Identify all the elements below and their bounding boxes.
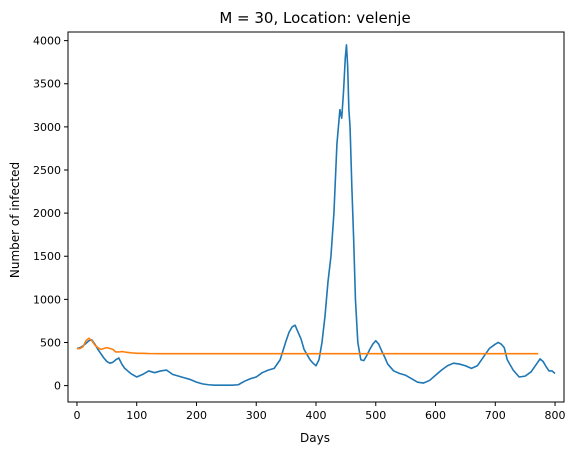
y-tick-label: 3500 [33, 78, 61, 91]
x-tick-label: 100 [126, 409, 147, 422]
y-tick-label: 3000 [33, 121, 61, 134]
plot-frame [67, 31, 565, 403]
plot-series [76, 44, 556, 386]
y-tick-label: 500 [40, 336, 61, 349]
y-axis-ticks: 0 500 1000 1500 2000 2500 3000 3500 4000 [33, 35, 68, 393]
series-line-2 [76, 337, 539, 355]
x-tick-label: 300 [246, 409, 267, 422]
x-tick-label: 600 [425, 409, 446, 422]
y-tick-label: 4000 [33, 35, 61, 48]
y-tick-label: 2000 [33, 207, 61, 220]
x-tick-label: 700 [485, 409, 506, 422]
x-tick-label: 200 [186, 409, 207, 422]
chart-title: M = 30, Location: velenje [219, 9, 410, 27]
series-line-1 [76, 44, 556, 386]
y-tick-label: 0 [54, 380, 61, 393]
x-axis-label: Days [300, 431, 330, 445]
y-axis-label: Number of infected [8, 162, 22, 278]
x-tick-label: 0 [73, 409, 80, 422]
x-tick-label: 400 [306, 409, 327, 422]
x-axis-ticks: 0 100 200 300 400 500 600 700 800 [73, 402, 566, 422]
y-tick-label: 1000 [33, 293, 61, 306]
y-tick-label: 2500 [33, 164, 61, 177]
y-tick-label: 1500 [33, 250, 61, 263]
x-tick-label: 800 [545, 409, 566, 422]
x-tick-label: 500 [365, 409, 386, 422]
